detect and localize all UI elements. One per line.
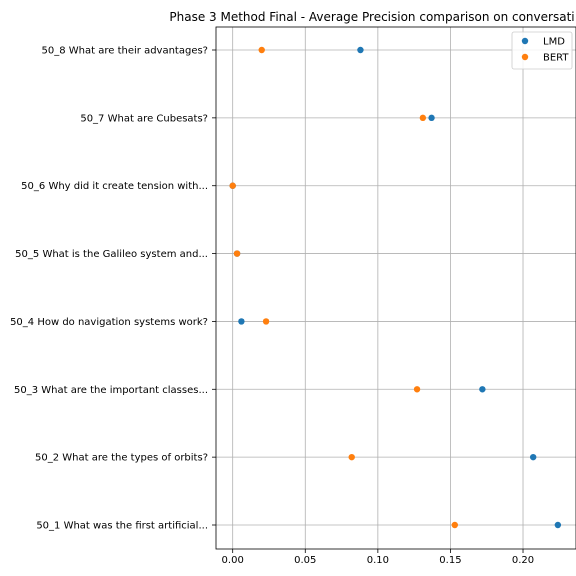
point-bert (348, 453, 355, 461)
y-tick-label: 50_8 What are their advantages? (42, 46, 208, 57)
y-tick-label: 50_3 What are the important classes... (14, 385, 208, 396)
y-tick-label: 50_4 How do navigation systems work? (10, 317, 208, 328)
legend: LMD BERT (511, 31, 573, 70)
point-bert (451, 521, 458, 529)
chart-title: Phase 3 Method Final - Average Precision… (169, 10, 574, 24)
point-bert (229, 182, 236, 189)
point-lmd (357, 46, 364, 54)
y-tick-label: 50_6 Why did it create tension with... (21, 181, 208, 192)
point-bert (233, 250, 241, 257)
legend-label-lmd: LMD (543, 37, 565, 48)
x-tick-label: 0.15 (439, 555, 461, 566)
x-tick-label: 0.00 (222, 555, 244, 566)
x-axis: 0.00 0.05 0.10 0.15 0.20 (222, 549, 534, 566)
legend-label-bert: BERT (543, 53, 569, 64)
legend-marker-lmd (521, 37, 529, 45)
y-tick-label: 50_5 What is the Galileo system and... (15, 249, 208, 260)
point-bert (262, 318, 270, 325)
y-tick-label: 50_2 What are the types of orbits? (35, 453, 208, 464)
point-lmd (238, 318, 245, 325)
y-axis: 50_1 What was the first artificial... 50_… (10, 46, 216, 532)
x-tick-label: 0.20 (512, 555, 534, 566)
point-bert (258, 46, 265, 54)
point-lmd (479, 386, 486, 393)
point-lmd (554, 521, 562, 529)
axes-frame (215, 26, 576, 550)
point-bert (413, 386, 421, 393)
x-tick-label: 0.05 (294, 555, 316, 566)
y-tick-label: 50_1 What was the first artificial... (36, 521, 208, 532)
point-lmd (428, 114, 435, 122)
point-lmd (529, 453, 537, 461)
data-points (229, 46, 562, 529)
legend-marker-bert (521, 53, 529, 61)
x-tick-label: 0.10 (367, 555, 389, 566)
y-tick-label: 50_7 What are Cubesats? (80, 113, 208, 124)
point-bert (419, 114, 427, 122)
